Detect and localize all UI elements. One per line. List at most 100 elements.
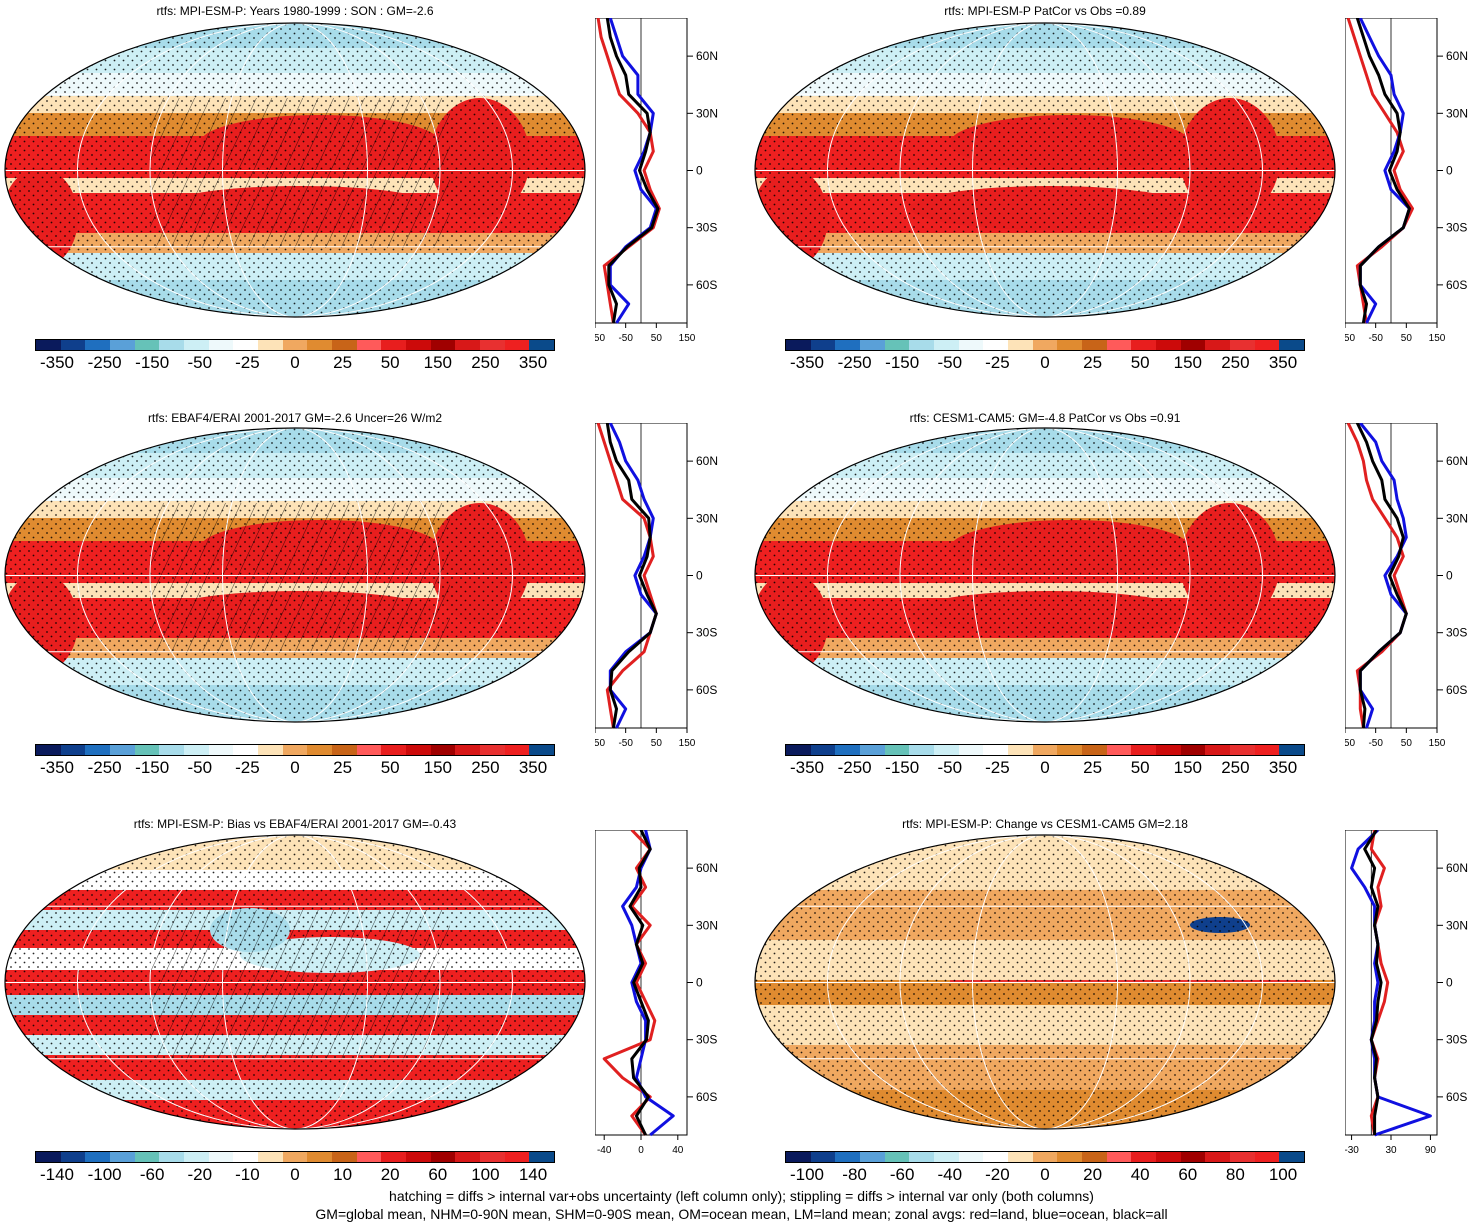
colorbar <box>35 339 555 351</box>
colorbar-tick-label: -150 <box>885 353 920 372</box>
colorbar-tick-label: -20 <box>187 1165 213 1184</box>
colorbar-tick-label: 0 <box>290 353 300 372</box>
zonal-x-tick-label: -40 <box>597 1145 612 1156</box>
colorbar-tick-label: 150 <box>1173 758 1202 777</box>
colorbar-swatch <box>356 340 382 350</box>
colorbar-swatch <box>1106 340 1132 350</box>
colorbar-tick-label: -140 <box>39 1165 75 1184</box>
map-panel <box>754 22 1336 318</box>
colorbar-swatch <box>134 745 160 755</box>
zonal-x-tick-label: -50 <box>618 333 633 344</box>
zonal-x-tick-label: 150 <box>679 333 696 344</box>
colorbar-swatch <box>835 1152 861 1162</box>
colorbar-swatch <box>810 340 836 350</box>
colorbar-swatch <box>1156 340 1181 350</box>
zonal-x-tick-label: 50 <box>651 738 663 749</box>
colorbar-swatch <box>884 340 910 350</box>
colorbar-swatch <box>455 1152 481 1162</box>
colorbar-swatch <box>208 1152 234 1162</box>
colorbar-swatch <box>810 1152 836 1162</box>
colorbar-swatch <box>1279 1152 1305 1162</box>
colorbar-tick-label: 0 <box>290 1165 300 1184</box>
colorbar-tick-label: -20 <box>985 1165 1010 1184</box>
zonal-lat-tick-label: 60N <box>1446 861 1468 875</box>
zonal-series-all <box>605 18 660 324</box>
colorbar-swatch <box>184 745 209 755</box>
colorbar-swatch <box>1131 745 1157 755</box>
colorbar-swatch <box>233 1152 259 1162</box>
colorbar-swatch <box>258 745 283 755</box>
colorbar-swatch <box>184 1152 209 1162</box>
zonal-x-tick-label: 40 <box>672 1145 684 1156</box>
colorbar-swatch <box>282 745 308 755</box>
zonal-lat-tick-label: 30S <box>696 221 717 235</box>
colorbar <box>785 744 1305 756</box>
zonal-lat-tick-label: 60S <box>1446 1090 1467 1104</box>
colorbar-tick-label: 20 <box>1083 1165 1103 1184</box>
colorbar-swatch <box>233 745 259 755</box>
colorbar-tick-label: 40 <box>1130 1165 1150 1184</box>
colorbar-swatch <box>1106 745 1132 755</box>
colorbar-swatch <box>884 1152 910 1162</box>
colorbar-tick-label: -350 <box>39 353 75 372</box>
colorbar <box>785 1151 1305 1163</box>
colorbar-swatch <box>983 745 1009 755</box>
colorbar-swatch <box>480 340 505 350</box>
zonal-x-tick-label: 90 <box>1425 1145 1437 1156</box>
colorbar-tick-label: -250 <box>837 758 872 777</box>
colorbar-swatch <box>159 1152 185 1162</box>
zonal-series-land <box>602 830 657 1136</box>
colorbar-swatch <box>958 340 984 350</box>
colorbar-swatch <box>36 1152 61 1162</box>
colorbar-tick-label: -150 <box>135 353 170 372</box>
colorbar-tick-label: 0 <box>290 758 300 777</box>
colorbar-swatch <box>1279 340 1305 350</box>
colorbar-swatch <box>208 340 234 350</box>
map-panel <box>754 427 1336 723</box>
colorbar-tick-label: -50 <box>937 758 963 777</box>
colorbar-tick-label: 50 <box>1130 353 1150 372</box>
zonal-lat-tick-label: 60N <box>1446 49 1468 63</box>
colorbar-swatch <box>381 745 407 755</box>
colorbar-tick-label: 50 <box>1130 758 1150 777</box>
zonal-lat-tick-label: 60S <box>1446 278 1467 292</box>
colorbar-swatch <box>1230 340 1255 350</box>
colorbar-tick-label: -80 <box>842 1165 867 1184</box>
colorbar-swatch <box>1180 745 1206 755</box>
zonal-lat-tick-label: 30N <box>1446 918 1468 932</box>
colorbar-swatch <box>60 1152 86 1162</box>
colorbar-swatch <box>159 745 185 755</box>
colorbar-swatch <box>233 340 259 350</box>
zonal-series-ocean <box>1350 830 1432 1137</box>
zonal-x-tick-label: -150 <box>1345 738 1355 749</box>
zonal-x-tick-label: 30 <box>1385 1145 1397 1156</box>
zonal-x-tick-label: -150 <box>595 333 605 344</box>
zonal-series-ocean <box>1358 18 1411 324</box>
colorbar-swatch <box>504 340 530 350</box>
zonal-x-tick-label: 150 <box>1429 738 1446 749</box>
colorbar-tick-label: 0 <box>1040 353 1050 372</box>
zonal-x-tick-label: -50 <box>1368 738 1383 749</box>
colorbar-tick-label: -60 <box>889 1165 915 1184</box>
colorbar-tick-label: -25 <box>235 758 260 777</box>
zonal-lat-tick-label: 30S <box>1446 1033 1467 1047</box>
colorbar-swatch <box>430 340 456 350</box>
colorbar-swatch <box>1156 745 1181 755</box>
zonal-series-land <box>596 18 661 324</box>
colorbar-swatch <box>1230 1152 1255 1162</box>
colorbar-swatch <box>1008 1152 1033 1162</box>
colorbar-swatch <box>110 340 135 350</box>
colorbar-swatch <box>480 1152 505 1162</box>
zonal-series-ocean <box>1358 423 1408 729</box>
zonal-series-land <box>1346 18 1414 324</box>
colorbar-swatch <box>1057 745 1083 755</box>
colorbar-swatch <box>110 1152 135 1162</box>
zonal-x-tick-label: 150 <box>1429 333 1446 344</box>
colorbar-swatch <box>909 340 935 350</box>
colorbar-tick-label: 350 <box>518 758 548 777</box>
colorbar-swatch <box>110 745 135 755</box>
colorbar-swatch <box>860 340 885 350</box>
colorbar-tick-label: 250 <box>1221 758 1250 777</box>
